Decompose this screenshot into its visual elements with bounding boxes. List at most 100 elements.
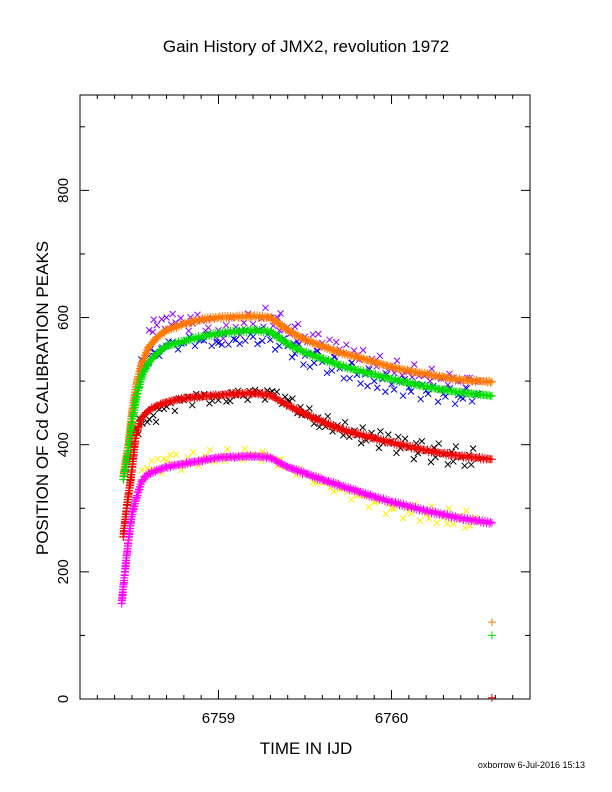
data-point-fill <box>188 401 196 409</box>
data-point-fill <box>191 342 199 350</box>
data-point-fill <box>189 448 197 456</box>
data-point-fill <box>332 338 340 346</box>
data-series <box>117 304 496 702</box>
data-point-fill <box>340 375 348 382</box>
data-point-fill <box>142 408 151 417</box>
data-point-fill <box>136 417 145 426</box>
data-point-fill <box>382 510 390 518</box>
data-point-fill <box>428 365 436 373</box>
data-point-fill <box>443 520 451 528</box>
y-axis-label: POSITION OF Cd CALIBRATION PEAKS <box>33 241 52 555</box>
data-point-fill <box>376 352 384 360</box>
data-point-fill <box>467 461 475 469</box>
data-point-fill <box>426 377 434 385</box>
data-point-fill <box>149 412 157 419</box>
data-point-fill <box>241 445 249 453</box>
data-point-fill <box>466 522 474 529</box>
data-point-fill <box>341 418 349 426</box>
data-point-fill <box>416 517 424 525</box>
data-point-fill <box>154 455 162 463</box>
data-point-fill <box>469 445 477 452</box>
data-point-fill <box>236 340 244 348</box>
data-point-fill <box>289 395 296 402</box>
data-point-fill <box>171 407 179 415</box>
data-point-fill <box>434 398 442 406</box>
data-point-fill <box>365 503 373 511</box>
y-tick-label: 400 <box>55 432 72 457</box>
data-point-fill <box>263 326 272 335</box>
y-tick-label: 800 <box>55 178 72 203</box>
data-point-fill <box>367 432 376 441</box>
data-point-fill <box>442 393 449 400</box>
data-point-fill <box>315 330 322 338</box>
data-point-fill <box>147 340 156 349</box>
data-point-fill <box>213 338 220 346</box>
data-point-fill <box>152 418 160 426</box>
data-point-fill <box>485 391 494 400</box>
data-point-fill <box>401 435 409 443</box>
data-point-fill <box>150 316 158 323</box>
chart-title: Gain History of JMX2, revolution 1972 <box>163 37 449 56</box>
data-point-fill <box>410 361 418 368</box>
series-5 <box>137 326 482 408</box>
data-point-fill <box>148 457 156 465</box>
data-point-fill <box>486 392 495 401</box>
data-point-fill <box>223 445 231 453</box>
data-point-fill <box>324 412 332 420</box>
series-2 <box>119 388 496 702</box>
data-point-fill <box>292 471 300 479</box>
y-tick-label: 0 <box>55 695 72 703</box>
data-point-fill <box>486 378 495 387</box>
data-point-fill <box>350 428 359 437</box>
data-point-fill <box>312 479 320 486</box>
data-point-fill <box>306 405 313 412</box>
data-point-fill <box>486 517 495 526</box>
data-point-fill <box>158 345 167 354</box>
data-point-fill <box>485 519 494 528</box>
data-point-fill <box>432 453 439 461</box>
data-point-fill <box>428 502 435 510</box>
data-point-fill <box>461 462 469 470</box>
data-point-fill <box>144 344 153 353</box>
data-point-fill <box>225 341 232 348</box>
data-point-fill <box>300 361 307 368</box>
data-point-fill <box>445 505 453 512</box>
data-point-fill <box>132 493 141 502</box>
data-point-fill <box>328 367 336 374</box>
data-point-fill <box>342 341 350 349</box>
data-point-fill <box>206 446 214 454</box>
data-point-fill <box>486 455 495 464</box>
data-point-fill <box>291 323 299 331</box>
data-point-fill <box>288 353 296 361</box>
data-point-fill <box>316 423 323 431</box>
data-point-fill <box>261 396 269 403</box>
data-point-fill <box>269 314 278 323</box>
data-point-fill <box>436 509 445 518</box>
data-point-fill <box>277 310 284 317</box>
data-point-fill <box>211 453 220 462</box>
data-point-fill <box>149 328 157 336</box>
data-point-fill <box>357 439 365 447</box>
data-point-fill <box>139 475 148 484</box>
data-point-fill <box>315 340 324 349</box>
data-point-fill <box>139 355 148 364</box>
data-point-fill <box>259 448 266 456</box>
data-point-fill <box>258 337 266 345</box>
data-point-fill <box>461 524 469 532</box>
data-point <box>388 380 395 388</box>
data-point-fill <box>399 392 407 400</box>
data-point-fill <box>205 324 212 332</box>
data-point-fill <box>310 359 318 367</box>
data-point-fill <box>452 443 460 450</box>
plot-frame <box>79 94 531 700</box>
data-point-fill <box>143 418 151 426</box>
data-point-fill <box>132 390 141 399</box>
data-point-fill <box>151 402 160 411</box>
y-tick-label: 600 <box>55 305 72 330</box>
isolated-point <box>487 618 496 627</box>
data-point-fill <box>323 369 331 377</box>
data-point-fill <box>309 331 317 338</box>
data-point-fill <box>394 433 402 441</box>
data-point-fill <box>241 337 249 345</box>
